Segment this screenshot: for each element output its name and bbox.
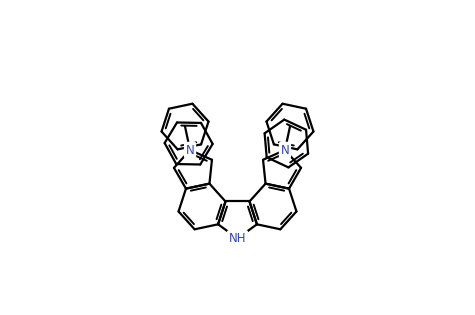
Text: N: N — [186, 144, 194, 157]
Text: NH: NH — [229, 232, 246, 245]
Text: N: N — [281, 144, 289, 157]
